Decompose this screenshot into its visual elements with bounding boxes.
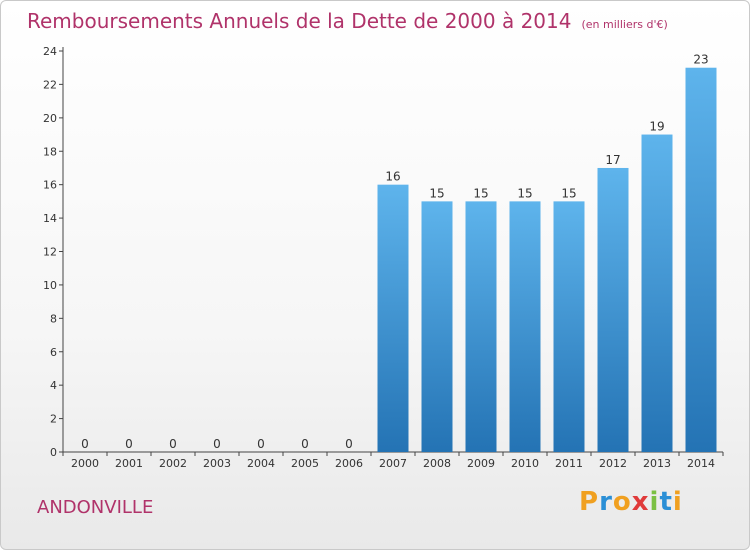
chart-title: Remboursements Annuels de la Dette de 20…	[27, 9, 668, 33]
data-label: 15	[517, 186, 532, 200]
x-tick-label: 2003	[203, 457, 231, 470]
y-tick-label: 22	[43, 78, 57, 91]
data-label: 0	[301, 437, 309, 451]
y-tick-label: 18	[43, 145, 57, 158]
x-tick-label: 2012	[599, 457, 627, 470]
chart-title-text: Remboursements Annuels de la Dette de 20…	[27, 9, 572, 33]
y-tick-label: 6	[50, 346, 57, 359]
proxiti-logo[interactable]: Proxiti	[579, 487, 683, 517]
bar	[465, 201, 497, 452]
y-tick-label: 0	[50, 446, 57, 459]
commune-name: ANDONVILLE	[37, 497, 154, 518]
x-tick-label: 2002	[159, 457, 187, 470]
bar	[553, 201, 585, 452]
x-tick-label: 2005	[291, 457, 319, 470]
logo-letter: i	[649, 487, 660, 517]
x-tick-label: 2004	[247, 457, 275, 470]
x-tick-label: 2011	[555, 457, 583, 470]
y-tick-label: 8	[50, 312, 57, 325]
logo-letter: r	[599, 487, 613, 517]
x-tick-label: 2008	[423, 457, 451, 470]
data-label: 19	[649, 120, 664, 134]
data-label: 0	[213, 437, 221, 451]
logo-letter: t	[659, 487, 673, 517]
y-tick-label: 14	[43, 212, 57, 225]
data-label: 17	[605, 153, 620, 167]
logo-letter: x	[631, 487, 650, 517]
x-tick-label: 2009	[467, 457, 495, 470]
bar	[641, 134, 673, 452]
y-tick-label: 12	[43, 246, 57, 259]
data-label: 0	[81, 437, 89, 451]
x-tick-label: 2006	[335, 457, 363, 470]
data-label: 23	[693, 53, 708, 67]
data-label: 15	[473, 186, 488, 200]
x-tick-label: 2007	[379, 457, 407, 470]
data-label: 0	[345, 437, 353, 451]
bar	[377, 184, 409, 452]
data-label: 15	[429, 186, 444, 200]
bar	[421, 201, 453, 452]
x-tick-label: 2000	[71, 457, 99, 470]
y-tick-label: 4	[50, 379, 57, 392]
data-label: 16	[385, 170, 400, 184]
y-tick-label: 10	[43, 279, 57, 292]
x-tick-label: 2001	[115, 457, 143, 470]
logo-letter: o	[612, 487, 632, 517]
y-tick-label: 16	[43, 179, 57, 192]
x-tick-label: 2014	[687, 457, 715, 470]
data-label: 0	[257, 437, 265, 451]
x-tick-label: 2013	[643, 457, 671, 470]
data-label: 15	[561, 186, 576, 200]
data-label: 0	[169, 437, 177, 451]
x-tick-label: 2010	[511, 457, 539, 470]
bar	[597, 167, 629, 453]
bar	[509, 201, 541, 452]
y-tick-label: 24	[43, 45, 57, 58]
chart-unit: (en milliers d'€)	[581, 18, 668, 31]
y-tick-label: 2	[50, 413, 57, 426]
logo-letter: i	[672, 487, 683, 517]
logo-letter: P	[579, 487, 600, 517]
y-tick-label: 20	[43, 112, 57, 125]
bar	[685, 67, 717, 452]
data-label: 0	[125, 437, 133, 451]
